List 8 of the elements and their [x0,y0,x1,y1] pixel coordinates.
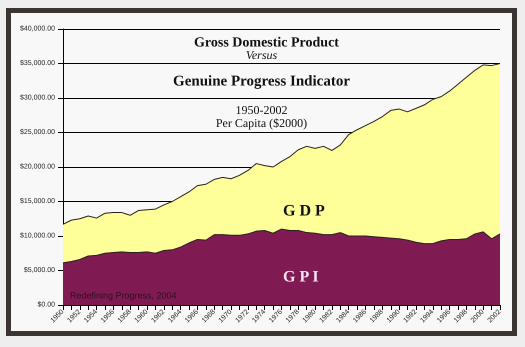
annotation: Per Capita ($2000) [216,116,308,130]
chart-title: Gross Domestic Product [194,36,340,50]
annotation: 1950-2002 [236,103,288,117]
series-label: G P I [283,268,319,286]
annotation: Versus [246,48,278,62]
annotation: Genuine Progress Indicator [173,74,350,90]
series-label: G D P [283,202,325,220]
annotation: Redefining Progress, 2004 [70,290,177,300]
